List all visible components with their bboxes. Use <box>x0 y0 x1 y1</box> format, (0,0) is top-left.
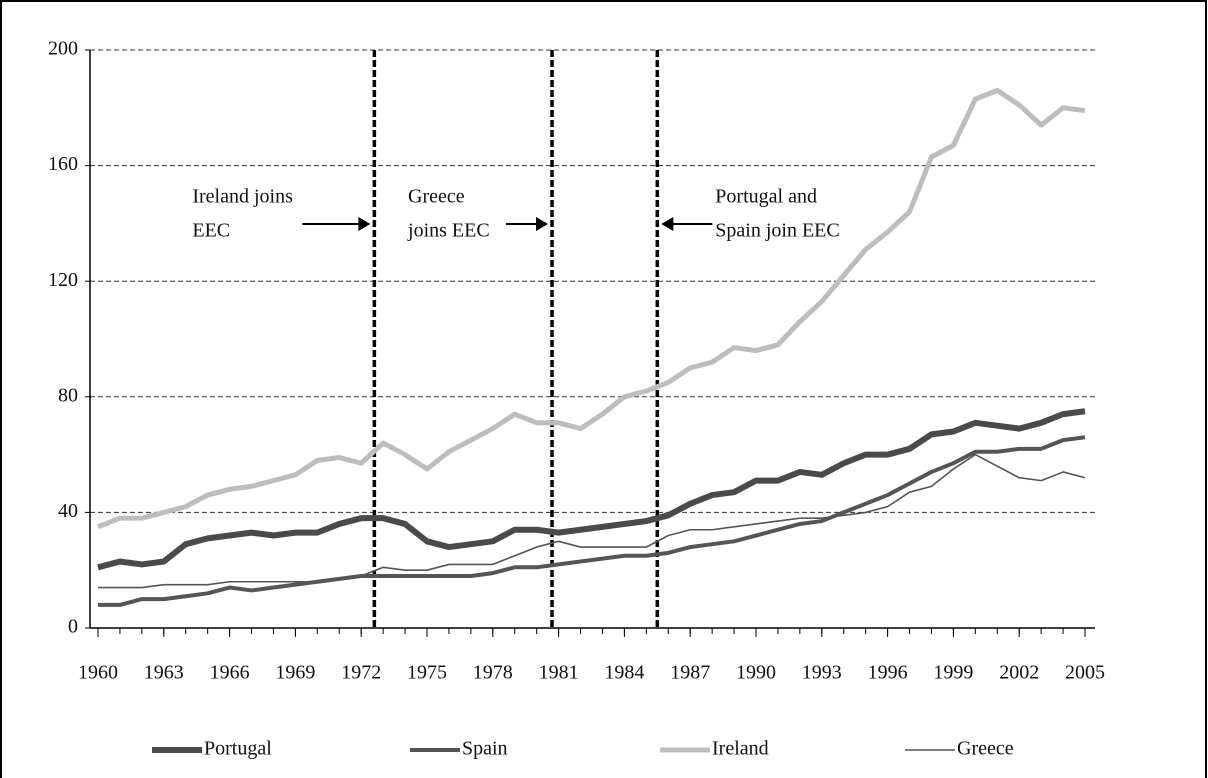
annotation-text: Ireland joins <box>192 186 293 208</box>
x-tick-label: 1984 <box>604 662 644 684</box>
annotation-text: Greece <box>408 186 465 208</box>
y-tick-label: 0 <box>68 616 78 638</box>
x-tick-label: 1981 <box>539 662 579 684</box>
series-line <box>98 453 1086 589</box>
arrow-head <box>358 217 371 231</box>
x-tick-label: 1963 <box>144 662 184 684</box>
legend-label: Portugal <box>204 738 272 760</box>
legend-label: Greece <box>957 738 1014 760</box>
x-tick-label: 1990 <box>736 662 776 684</box>
series-line <box>97 87 1086 530</box>
annotation-text: Spain join EEC <box>715 220 839 242</box>
series-line <box>97 408 1086 571</box>
x-tick-label: 1969 <box>275 662 315 684</box>
series-line <box>98 435 1086 607</box>
y-tick-label: 40 <box>58 500 78 522</box>
legend-label: Spain <box>462 738 508 760</box>
annotation-text: Portugal and <box>715 186 817 208</box>
x-tick-label: 1972 <box>341 662 381 684</box>
y-tick-label: 200 <box>48 38 78 60</box>
arrow-head <box>536 217 549 231</box>
x-tick-label: 2005 <box>1065 662 1105 684</box>
x-tick-label: 1966 <box>210 662 250 684</box>
x-tick-label: 1987 <box>670 662 710 684</box>
x-tick-label: 1996 <box>868 662 908 684</box>
annotation-text: joins EEC <box>407 220 490 242</box>
x-tick-label: 1999 <box>933 662 973 684</box>
x-tick-label: 1960 <box>78 662 118 684</box>
x-tick-label: 1993 <box>802 662 842 684</box>
x-tick-label: 2002 <box>999 662 1039 684</box>
x-tick-label: 1975 <box>407 662 447 684</box>
annotation-text: EEC <box>192 220 230 242</box>
y-tick-label: 120 <box>48 269 78 291</box>
x-tick-label: 1978 <box>473 662 513 684</box>
arrow-head <box>661 217 674 231</box>
y-tick-label: 80 <box>58 384 78 406</box>
y-tick-label: 160 <box>48 153 78 175</box>
legend-label: Ireland <box>712 738 769 760</box>
